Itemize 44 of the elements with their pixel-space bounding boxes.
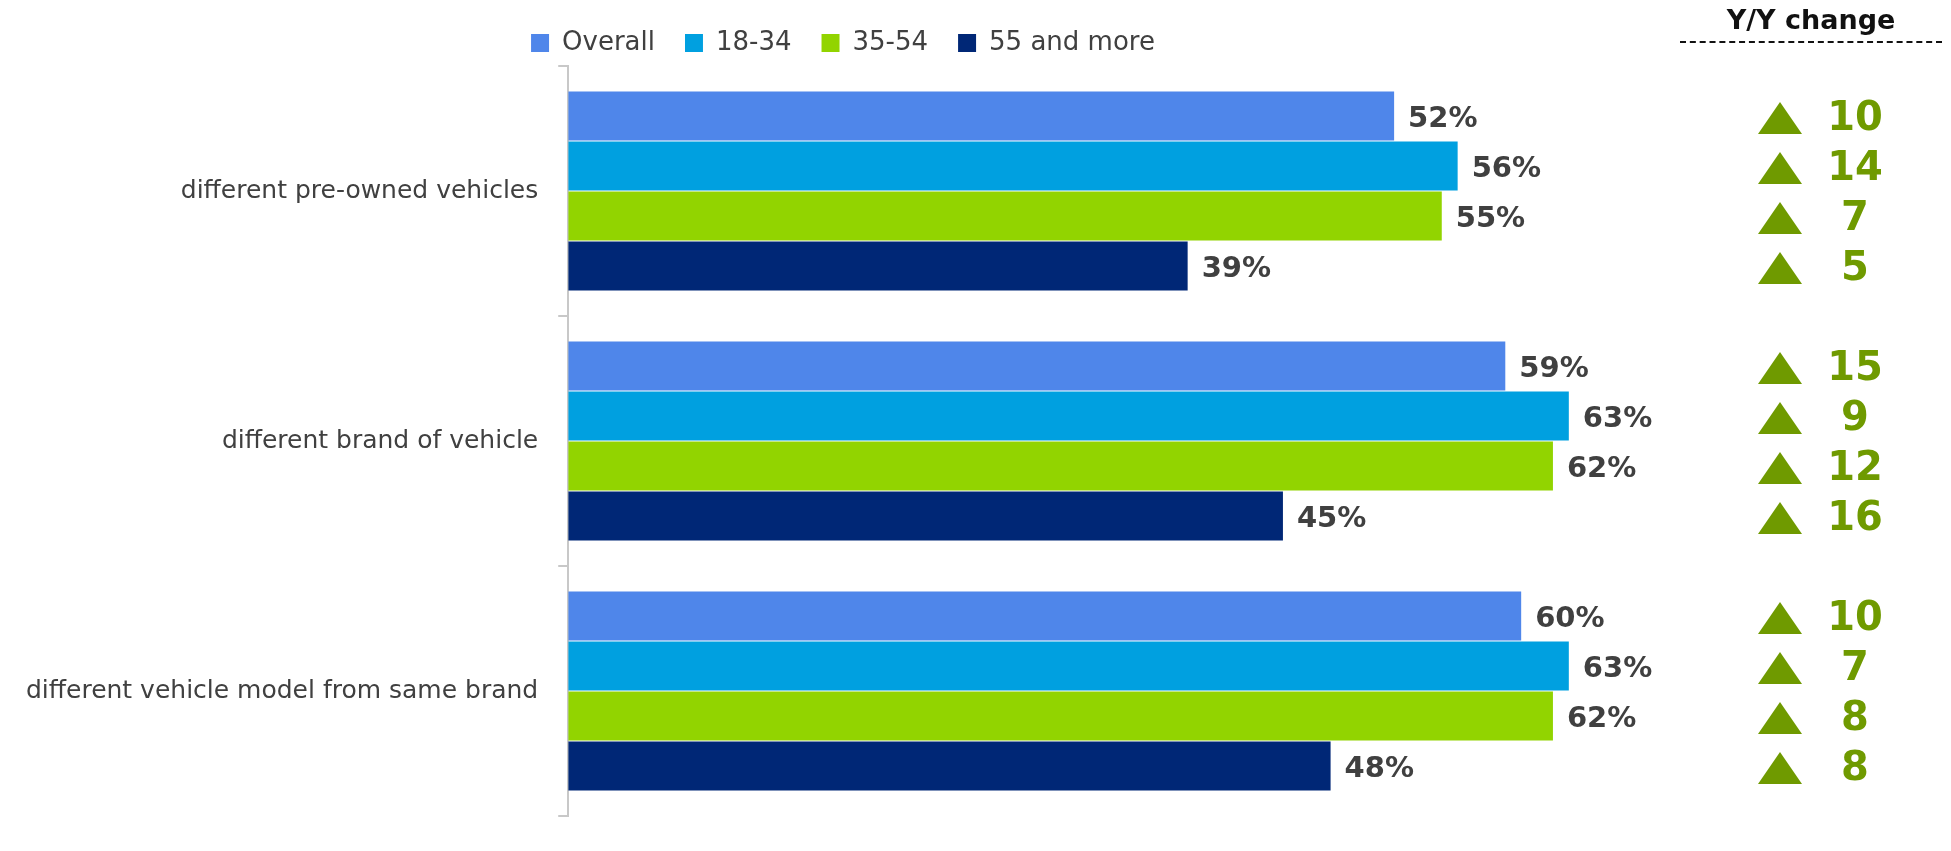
- text: 8: [1840, 743, 1870, 789]
- legend-label: 35-54: [852, 25, 929, 56]
- bar: [568, 641, 1569, 691]
- data-label: 39%: [1201, 249, 1272, 284]
- text: 7: [1840, 193, 1870, 239]
- data-label: 45%: [1296, 499, 1367, 534]
- bar: [568, 691, 1553, 741]
- bar: [568, 141, 1458, 191]
- text: 7: [1840, 643, 1870, 689]
- bar: [568, 491, 1283, 541]
- text: 10: [1826, 93, 1884, 139]
- data-label: 55%: [1455, 199, 1526, 234]
- y-tick-label: different pre-owned vehicles: [180, 174, 539, 204]
- bar: [568, 191, 1442, 241]
- text: 9: [1840, 393, 1870, 439]
- bar: [568, 741, 1331, 791]
- text: 10: [1826, 593, 1884, 639]
- data-label: 56%: [1471, 149, 1542, 184]
- data-label: 62%: [1566, 699, 1637, 734]
- bar: [568, 391, 1569, 441]
- y-tick-label: different brand of vehicle: [221, 424, 539, 454]
- data-label: 52%: [1408, 99, 1478, 134]
- legend-label: 55 and more: [989, 25, 1155, 56]
- bar: [568, 441, 1553, 491]
- data-label: 48%: [1344, 749, 1415, 784]
- text: 16: [1826, 493, 1884, 539]
- data-label: 62%: [1566, 449, 1637, 484]
- data-label: 60%: [1535, 599, 1605, 634]
- y-tick-label: different vehicle model from same brand: [26, 674, 539, 704]
- text: 14: [1826, 143, 1884, 189]
- bar: [568, 591, 1522, 641]
- data-label: 63%: [1582, 399, 1653, 434]
- text: 5: [1840, 243, 1870, 289]
- data-label: 59%: [1519, 349, 1589, 384]
- data-label: 63%: [1582, 649, 1653, 684]
- bar: [568, 241, 1188, 291]
- bar: [568, 341, 1506, 391]
- text: 8: [1840, 693, 1870, 739]
- legend-label: Overall: [562, 25, 655, 56]
- text: 15: [1826, 343, 1884, 389]
- text: Y/Y change: [1680, 4, 1942, 43]
- legend-label: 18-34: [715, 25, 792, 56]
- bar: [568, 91, 1395, 141]
- text: 12: [1826, 443, 1884, 489]
